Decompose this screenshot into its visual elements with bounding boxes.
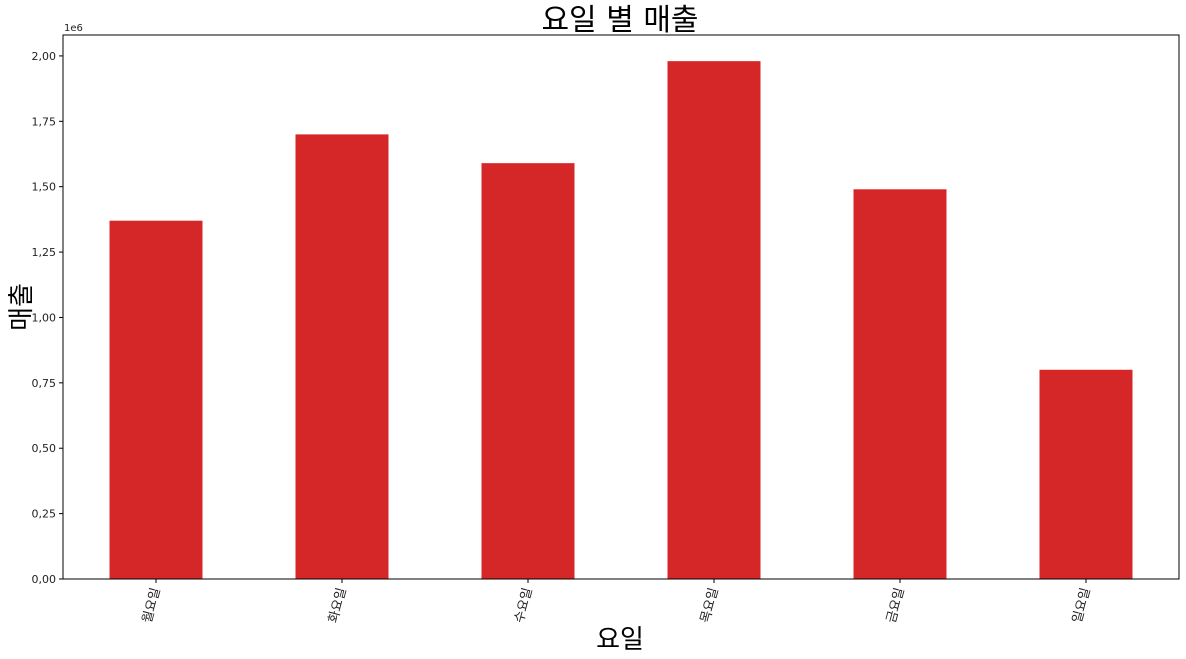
- y-tick-label: 1,75: [32, 115, 57, 128]
- y-axis-offset-label: 1e6: [64, 23, 83, 34]
- plot-frame: [62, 34, 1180, 580]
- y-tick-label: 0,25: [32, 508, 57, 521]
- x-tick-label: 목요일: [698, 586, 722, 625]
- chart-title: 요일 별 매출: [541, 3, 698, 38]
- bar-2: [295, 134, 389, 579]
- x-tick-label: 수요일: [512, 586, 536, 625]
- bar-6: [1039, 369, 1133, 579]
- y-tick-label: 0,75: [32, 377, 57, 390]
- bar-4: [667, 61, 761, 579]
- y-tick-label: 0,00: [32, 573, 57, 586]
- y-axis-label: 매출: [7, 283, 37, 331]
- bar-3: [481, 163, 575, 579]
- y-tick-label: 2,00: [32, 50, 57, 63]
- y-tick-label: 1,25: [32, 246, 57, 259]
- x-tick-label: 월요일: [140, 586, 164, 625]
- x-ticks-group: 월요일 화요일 수요일 목요일 금요일 일요일: [140, 579, 1094, 625]
- y-tick-label: 0,50: [32, 442, 57, 455]
- bar-1: [109, 220, 203, 579]
- x-tick-label: 화요일: [326, 586, 350, 625]
- y-tick-label: 1,50: [32, 181, 57, 194]
- x-axis-label: 요일: [596, 625, 644, 655]
- bar-5: [853, 189, 947, 580]
- y-ticks-group: 0,00 0,25 0,50 0,75 1,00 1,25 1,50 1,75 2,00: [32, 50, 63, 586]
- y-tick-label: 1,00: [32, 311, 57, 324]
- x-tick-label: 일요일: [1070, 586, 1094, 625]
- bars-group: [109, 61, 1133, 580]
- x-tick-label: 금요일: [884, 586, 908, 625]
